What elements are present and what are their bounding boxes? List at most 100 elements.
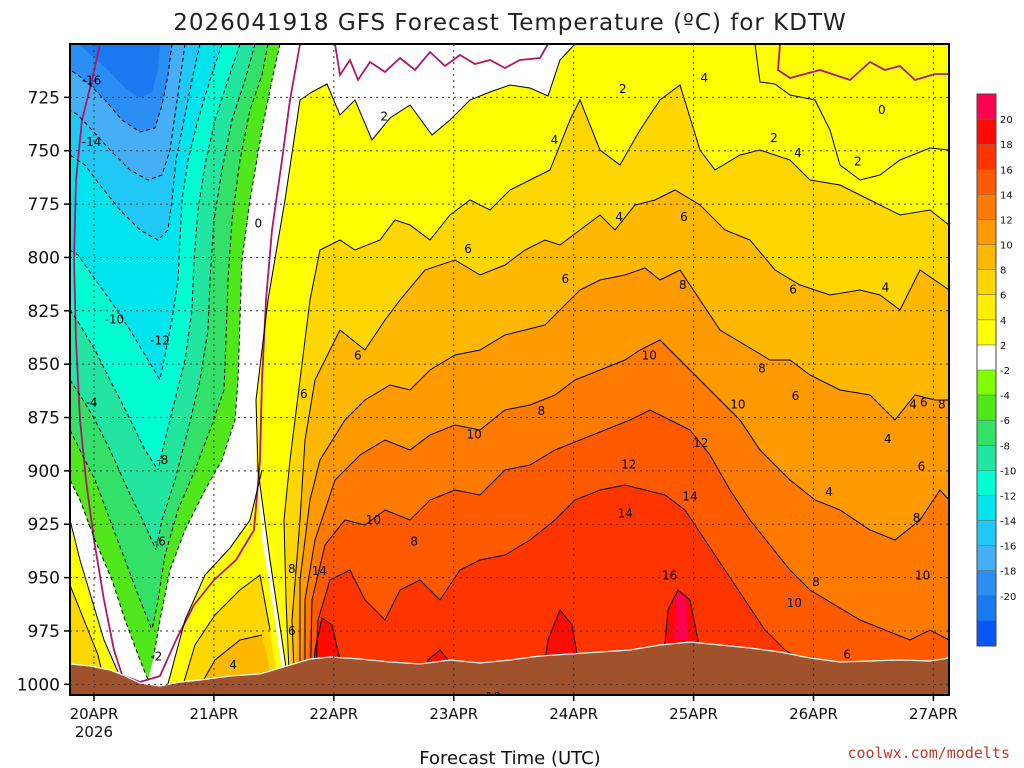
- y-tick-label: 725: [28, 88, 60, 108]
- grid-lines: [70, 44, 949, 695]
- warm-core-25apr-max: [674, 594, 688, 640]
- isotherm-label: 2: [854, 154, 862, 168]
- colorbar-swatch: [977, 370, 996, 396]
- colorbar-swatch: [977, 119, 996, 145]
- isotherm-label: 8: [758, 361, 766, 375]
- isotherm-label: -2: [150, 650, 162, 664]
- isotherm-label: 6: [354, 349, 362, 363]
- colorbar-swatch: [977, 470, 996, 496]
- y-tick-label: 1000: [17, 675, 60, 695]
- x-tick-sublabel: 2026: [75, 723, 113, 741]
- isotherm-label: 8: [288, 562, 296, 576]
- isotherm-label: 10: [642, 349, 657, 363]
- isotherm-label: 4: [825, 485, 833, 499]
- x-tick-label: 20APR: [70, 705, 119, 723]
- isotherm-label: 4: [551, 133, 559, 147]
- isotherm-label: 12: [887, 692, 902, 706]
- x-tick-label: 24APR: [549, 705, 598, 723]
- isotherm-label: 4: [615, 210, 623, 224]
- zero-isotherm-top: [334, 44, 549, 82]
- credit-link[interactable]: coolwx.com/modelts: [847, 744, 1010, 762]
- isotherm-label: 6: [561, 272, 569, 286]
- cold-isotherm-lines: [70, 44, 281, 681]
- terrain: [70, 641, 949, 695]
- colorbar-swatch: [977, 595, 996, 622]
- isotherm-label: 6: [918, 460, 926, 474]
- colorbar-label: 10: [1000, 241, 1013, 252]
- isotherm-label: -10: [105, 312, 125, 326]
- isotherm-label: -14: [82, 135, 102, 149]
- isotherm-label: 6: [843, 647, 851, 661]
- isotherm-label: 4: [794, 146, 802, 160]
- isotherm-label: 4: [909, 398, 917, 412]
- y-tick-label: 900: [28, 462, 60, 482]
- isotherm-label: 4: [884, 432, 892, 446]
- colorbar-swatch: [977, 520, 996, 547]
- colorbar-swatch: [977, 169, 996, 195]
- colorbar-label: -18: [1000, 567, 1016, 578]
- isotherm-label: 6: [792, 389, 800, 403]
- x-axis-label: Forecast Time (UTC): [419, 748, 600, 768]
- isotherm-label: 2: [770, 131, 778, 145]
- isotherm-label: 6: [288, 624, 296, 638]
- y-tick-label: 800: [28, 248, 60, 268]
- colorbar-label: 2: [1000, 341, 1006, 352]
- isotherm-label: -12: [150, 334, 170, 348]
- x-tick-label: 23APR: [429, 705, 478, 723]
- isotherm-label: 10: [730, 398, 745, 412]
- colorbar-swatch: [977, 244, 996, 271]
- colorbar-label: 4: [1000, 316, 1006, 327]
- isotherm-label: 10: [486, 690, 501, 704]
- y-tick-label: 975: [28, 622, 60, 642]
- isotherm-label: 6: [789, 282, 797, 296]
- isotherm-label: 8: [679, 278, 687, 292]
- y-tick-label: 825: [28, 302, 60, 322]
- isotherm-label: 14: [682, 489, 697, 503]
- zero-isotherm-right: [777, 44, 949, 82]
- colorbar-swatch: [977, 94, 996, 120]
- isotherm-label: 10: [366, 513, 381, 527]
- colorbar-label: -8: [1000, 441, 1010, 452]
- isotherm-label: 8: [812, 575, 820, 589]
- colorbar-swatch: [977, 495, 996, 522]
- cold-layer-deepest: [80, 44, 160, 98]
- colorbar-label: 8: [1000, 266, 1006, 277]
- x-tick-label: 21APR: [189, 705, 238, 723]
- colorbar-swatch: [977, 445, 996, 471]
- isotherm-label: 2: [380, 110, 388, 124]
- isotherm-label: -16: [82, 73, 102, 87]
- colorbar-swatch: [977, 344, 996, 371]
- y-tick-label: 925: [28, 515, 60, 535]
- colorbar-swatch: [977, 420, 996, 446]
- plot-frame: [69, 43, 950, 696]
- colorbar-label: 16: [1000, 165, 1013, 176]
- isotherm-label: 4: [229, 658, 237, 672]
- isotherm-label: 10: [466, 428, 481, 442]
- isotherm-label: 4: [701, 71, 709, 85]
- colorbar: 20 18 16 14 12 10 8 6 4 2 -2 -4 -6 -8 -10 -12 -14 -16 -18 -…: [976, 93, 1016, 647]
- colorbar-label: 14: [1000, 190, 1013, 201]
- colorbar-swatch: [977, 194, 996, 220]
- x-tick-label: 22APR: [309, 705, 358, 723]
- colorbar-label: 12: [1000, 215, 1013, 226]
- y-tick-label: 750: [28, 142, 60, 162]
- isotherm-label: 10: [915, 568, 930, 582]
- x-tick-label: 26APR: [789, 705, 838, 723]
- isotherm-label: -4: [86, 396, 98, 410]
- colorbar-label: -2: [1000, 366, 1010, 377]
- y-axis: 725 750 775 800 825 850 875 900 925 950 975 1000: [17, 88, 70, 695]
- isotherm-label: 10: [787, 596, 802, 610]
- isotherm-label: 12: [693, 436, 708, 450]
- x-tick-label: 25APR: [669, 705, 718, 723]
- warm-layer-14-16: [310, 485, 949, 695]
- zero-isotherm-left: [73, 44, 301, 683]
- isotherm-label: 8: [537, 404, 545, 418]
- chart-title: 2026041918 GFS Forecast Temperature (ºC)…: [173, 10, 847, 36]
- isotherm-label: 12: [621, 457, 636, 471]
- colorbar-label: 18: [1000, 140, 1013, 151]
- colorbar-label: -16: [1000, 542, 1016, 553]
